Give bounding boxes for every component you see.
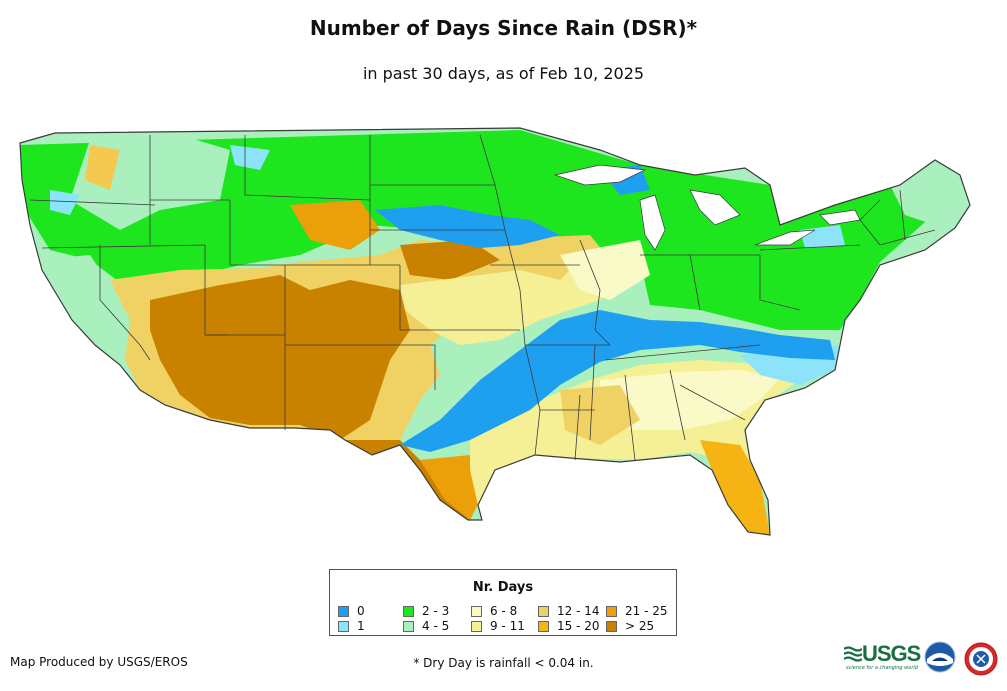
conus-dsr-map bbox=[19, 127, 971, 536]
legend-item: 6 - 8 bbox=[471, 604, 517, 618]
legend-item: 1 bbox=[338, 619, 365, 633]
legend-swatch bbox=[471, 605, 482, 617]
legend-label: 9 - 11 bbox=[490, 619, 525, 633]
legend-item: 4 - 5 bbox=[403, 619, 449, 633]
legend-label: 0 bbox=[357, 604, 365, 618]
legend-swatch bbox=[606, 620, 617, 632]
usgs-tagline: science for a changing world bbox=[846, 665, 918, 671]
usgs-logo: USGS bbox=[844, 641, 921, 667]
legend-item: 12 - 14 bbox=[538, 604, 600, 618]
legend-swatch bbox=[471, 620, 482, 632]
legend-label: 12 - 14 bbox=[557, 604, 600, 618]
map-credit: Map Produced by USGS/EROS bbox=[10, 655, 188, 669]
legend-item: 0 bbox=[338, 604, 365, 618]
map-title: Number of Days Since Rain (DSR)* bbox=[309, 16, 698, 40]
legend-item: 9 - 11 bbox=[471, 619, 525, 633]
legend-swatch bbox=[338, 620, 349, 632]
legend-item: 21 - 25 bbox=[606, 604, 668, 618]
usgs-wave-icon bbox=[844, 646, 862, 662]
legend-swatch bbox=[538, 605, 549, 617]
map-subtitle: in past 30 days, as of Feb 10, 2025 bbox=[362, 64, 645, 83]
legend-item: > 25 bbox=[606, 619, 654, 633]
legend-label: 2 - 3 bbox=[422, 604, 450, 618]
state-boundaries bbox=[19, 127, 971, 536]
legend-label: 1 bbox=[357, 619, 365, 633]
noaa-logo bbox=[924, 641, 956, 673]
nws-logo bbox=[964, 642, 998, 676]
legend-label: 15 - 20 bbox=[557, 619, 600, 633]
legend-label: > 25 bbox=[625, 619, 655, 633]
legend-swatch bbox=[338, 605, 349, 617]
legend-swatch bbox=[538, 620, 549, 632]
great-lakes bbox=[553, 164, 861, 251]
legend-label: 6 - 8 bbox=[490, 604, 518, 618]
legend-swatch bbox=[403, 620, 414, 632]
legend-label: 4 - 5 bbox=[422, 619, 450, 633]
legend-title: Nr. Days bbox=[472, 580, 534, 595]
legend-swatch bbox=[403, 605, 414, 617]
map-legend: Nr. Days 0 1 2 - 3 4 - 5 6 - 8 9 - 11 12… bbox=[329, 569, 677, 636]
legend-item: 2 - 3 bbox=[403, 604, 449, 618]
footnote: * Dry Day is rainfall < 0.04 in. bbox=[413, 656, 594, 670]
legend-item: 15 - 20 bbox=[538, 619, 600, 633]
usgs-wordmark: USGS bbox=[862, 641, 921, 666]
legend-swatch bbox=[606, 605, 617, 617]
legend-label: 21 - 25 bbox=[625, 604, 668, 618]
